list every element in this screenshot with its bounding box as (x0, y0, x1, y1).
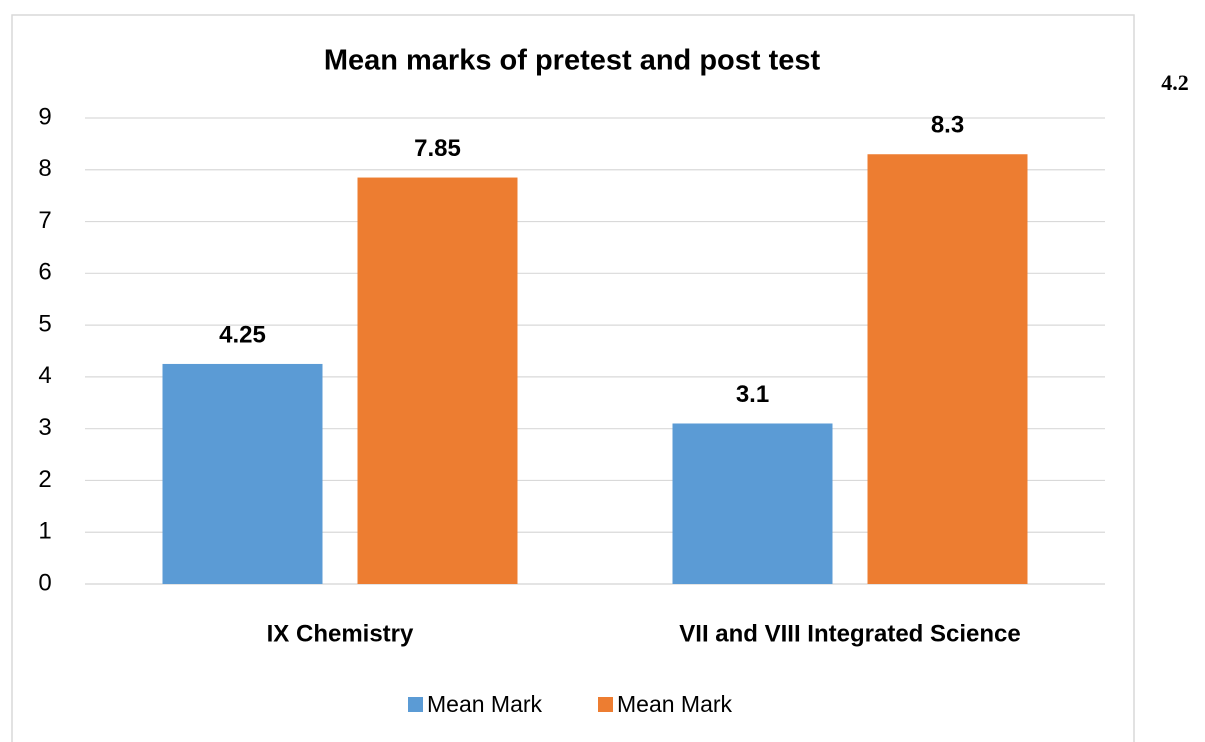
data-label: 7.85 (414, 135, 461, 162)
data-label: 4.25 (219, 321, 266, 348)
bar (672, 423, 833, 584)
chart-title: Mean marks of pretest and post test (324, 45, 821, 77)
margin-text: 4.2 (1161, 70, 1189, 95)
y-tick-label: 6 (38, 259, 51, 286)
y-tick-label: 0 (38, 569, 51, 596)
y-tick-label: 7 (38, 207, 51, 234)
legend-swatch (598, 697, 613, 712)
y-tick-label: 4 (38, 362, 51, 389)
y-tick-label: 3 (38, 414, 51, 441)
bar (867, 154, 1028, 584)
y-tick-label: 8 (38, 155, 51, 182)
y-tick-label: 9 (38, 103, 51, 130)
data-label: 8.3 (931, 112, 964, 139)
bar (357, 177, 518, 585)
bar (162, 363, 323, 584)
y-tick-label: 2 (38, 466, 51, 493)
legend-swatch (408, 697, 423, 712)
labels: 0 1 2 3 4 5 6 7 8 9 IX Chemistry 4.25 7.85 VII and VI… (38, 103, 1020, 717)
data-label: 3.1 (736, 381, 769, 408)
legend-label: Mean Mark (617, 691, 733, 717)
y-tick-label: 5 (38, 310, 51, 337)
bars (162, 154, 1028, 585)
x-tick-label: VII and VIII Integrated Science (679, 620, 1020, 647)
legend-label: Mean Mark (427, 691, 543, 717)
y-tick-label: 1 (38, 518, 51, 545)
x-tick-label: IX Chemistry (267, 620, 414, 647)
